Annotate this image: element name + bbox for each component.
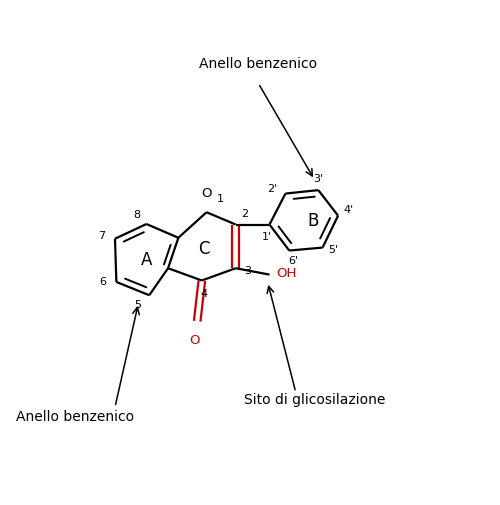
Text: O: O (202, 187, 212, 200)
Text: 2': 2' (267, 184, 278, 193)
Text: 3: 3 (244, 266, 251, 276)
Text: 5': 5' (328, 245, 338, 255)
Text: OH: OH (276, 267, 297, 280)
Text: A: A (141, 251, 152, 269)
Text: Anello benzenico: Anello benzenico (199, 57, 318, 71)
Text: C: C (198, 239, 210, 258)
Text: 4: 4 (200, 289, 208, 299)
Text: 7: 7 (98, 231, 105, 241)
Text: 8: 8 (134, 210, 140, 220)
Text: B: B (308, 212, 319, 230)
Text: 6': 6' (288, 257, 298, 266)
Text: 1': 1' (262, 232, 272, 242)
Text: Anello benzenico: Anello benzenico (16, 411, 134, 424)
Text: Sito di glicosilazione: Sito di glicosilazione (244, 393, 386, 407)
Text: 5: 5 (134, 300, 141, 310)
Text: 1: 1 (217, 194, 224, 204)
Text: 4': 4' (344, 205, 353, 215)
Text: 6: 6 (100, 277, 106, 287)
Text: 2: 2 (242, 209, 248, 219)
Text: 3': 3' (314, 174, 324, 184)
Text: O: O (190, 333, 200, 346)
